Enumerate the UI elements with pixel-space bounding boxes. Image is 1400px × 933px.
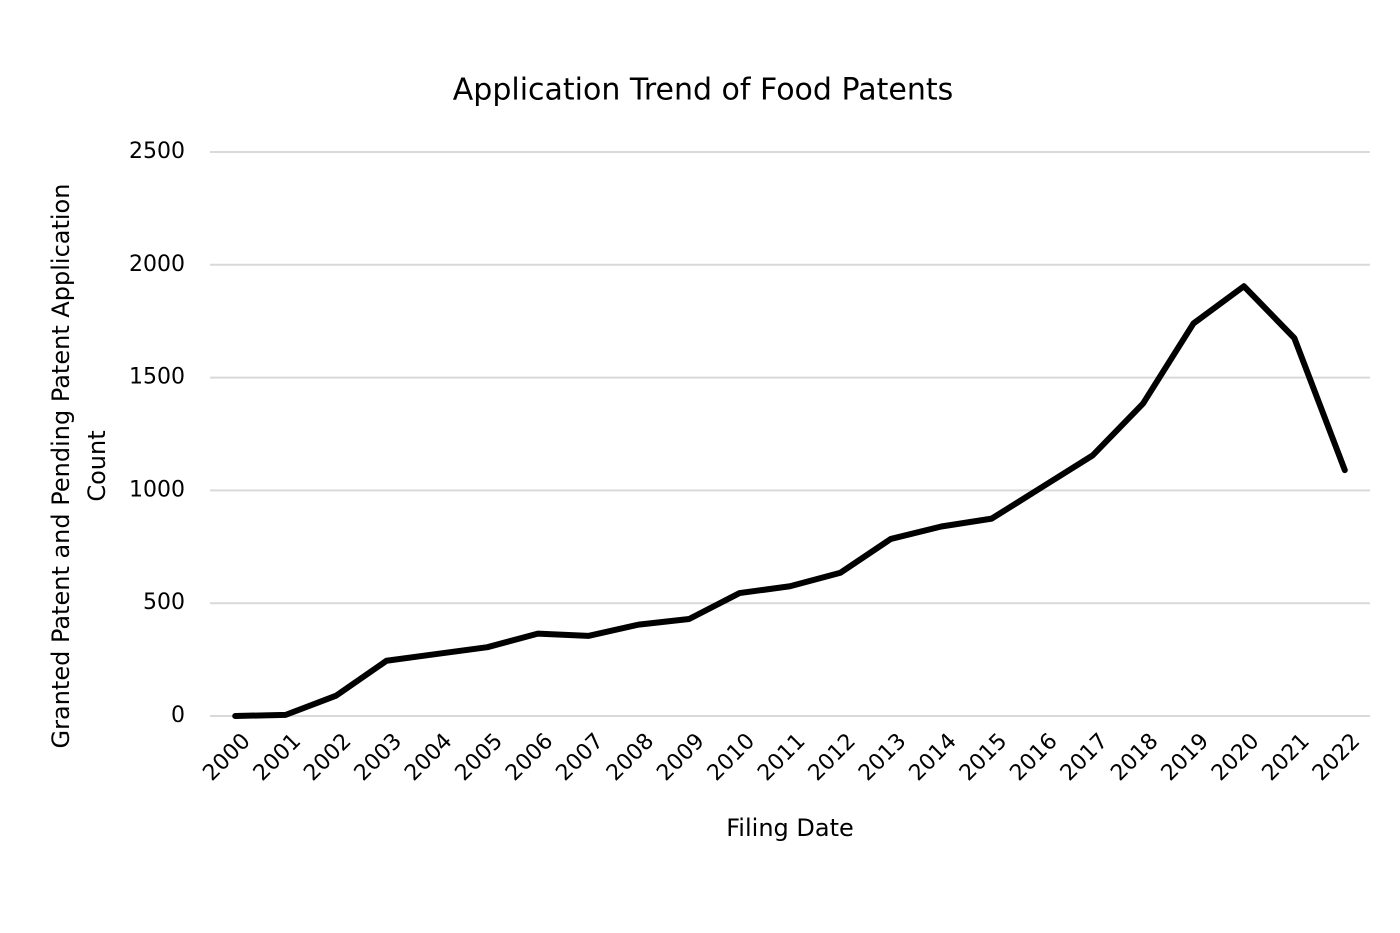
y-tick-label: 2500 <box>129 139 185 164</box>
y-tick-label: 1500 <box>129 365 185 390</box>
y-tick-label: 0 <box>171 703 185 728</box>
x-tick-label: 2003 <box>350 729 407 786</box>
x-axis-label: Filing Date <box>726 814 854 842</box>
x-tick-label: 2016 <box>1005 729 1062 786</box>
x-tick-label: 2018 <box>1106 729 1163 786</box>
x-tick-label: 2008 <box>602 729 659 786</box>
x-tick-label: 2001 <box>249 729 306 786</box>
x-tick-label: 2015 <box>955 729 1012 786</box>
data-line <box>232 283 1348 719</box>
chart-title: Application Trend of Food Patents <box>453 73 953 108</box>
y-tick-label: 1000 <box>129 477 185 502</box>
x-tick-label: 2019 <box>1157 729 1214 786</box>
x-tick-label: 2009 <box>652 729 709 786</box>
x-tick-label: 2002 <box>299 729 356 786</box>
y-axis-label: Count <box>83 430 111 501</box>
x-tick-label: 2010 <box>703 729 760 786</box>
x-tick-label: 2000 <box>198 729 255 786</box>
y-tick-label: 500 <box>143 590 185 615</box>
x-tick-label: 2007 <box>551 729 608 786</box>
x-tick-label: 2013 <box>854 729 911 786</box>
x-tick-label: 2012 <box>804 729 861 786</box>
x-tick-label: 2014 <box>905 729 962 786</box>
x-tick-label: 2004 <box>400 729 457 786</box>
x-tick-label: 2017 <box>1056 729 1113 786</box>
x-tick-label: 2005 <box>451 729 508 786</box>
x-tick-label: 2022 <box>1308 729 1365 786</box>
x-tick-label: 2011 <box>753 729 810 786</box>
x-tick-label: 2020 <box>1207 729 1264 786</box>
x-tick-label: 2006 <box>501 729 558 786</box>
y-axis-label: Granted Patent and Pending Patent Applic… <box>47 184 75 749</box>
x-tick-label: 2021 <box>1258 729 1315 786</box>
y-tick-label: 2000 <box>129 252 185 277</box>
